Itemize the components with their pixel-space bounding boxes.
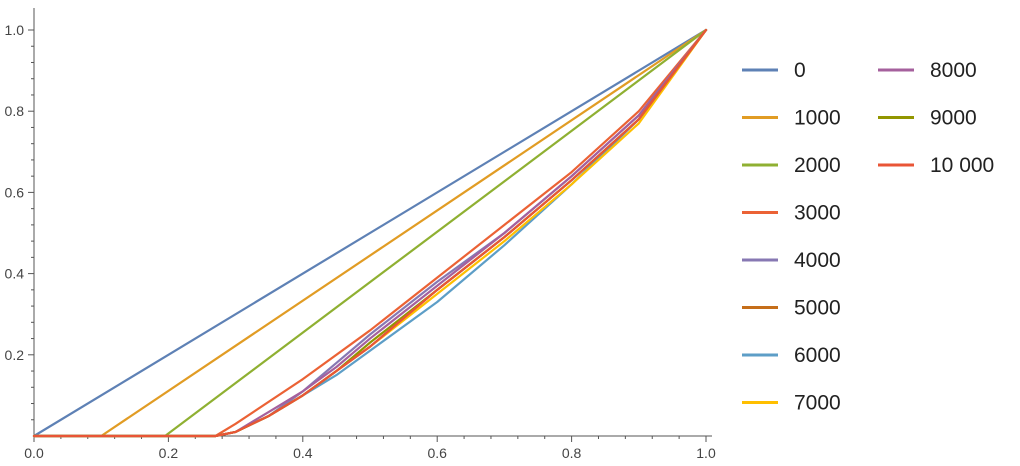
x-tick-label: 0.8: [562, 445, 582, 461]
legend-label: 0: [794, 59, 806, 82]
x-tick-label: 0.2: [159, 445, 179, 461]
series-line-0: [32, 28, 708, 438]
legend-label: 8000: [930, 59, 977, 82]
series-line-3000: [32, 28, 708, 438]
y-tick-label: 0.4: [5, 266, 25, 282]
y-tick-label: 0.2: [5, 347, 25, 363]
legend-label: 5000: [794, 297, 841, 320]
series-group: [32, 28, 708, 438]
y-tick-label: 0.6: [5, 184, 25, 200]
legend-label: 4000: [794, 249, 841, 272]
series-line-10000: [32, 28, 708, 438]
x-tick-label: 1.0: [696, 445, 716, 461]
x-tick-label: 0.6: [427, 445, 447, 461]
x-tick-label: 0.0: [24, 445, 44, 461]
legend-label: 2000: [794, 154, 841, 177]
legend-label: 7000: [794, 392, 841, 415]
legend-label: 3000: [794, 202, 841, 225]
legend-label: 9000: [930, 107, 977, 130]
tick-group: 0.0 0.2 0.4 0.6 0.8 1.0 0.2 0.4 0.6 0.8 1.0: [5, 22, 716, 461]
legend-label: 1000: [794, 107, 841, 130]
y-tick-label: 1.0: [5, 22, 25, 38]
legend: 0 1000 2000 3000 4000 5000 6000 7000 8000 9000 10 …: [742, 59, 994, 415]
legend-label: 6000: [794, 344, 841, 367]
legend-label: 10 000: [930, 154, 994, 177]
y-tick-label: 0.8: [5, 103, 25, 119]
x-tick-label: 0.4: [293, 445, 313, 461]
axes: [33, 8, 712, 437]
